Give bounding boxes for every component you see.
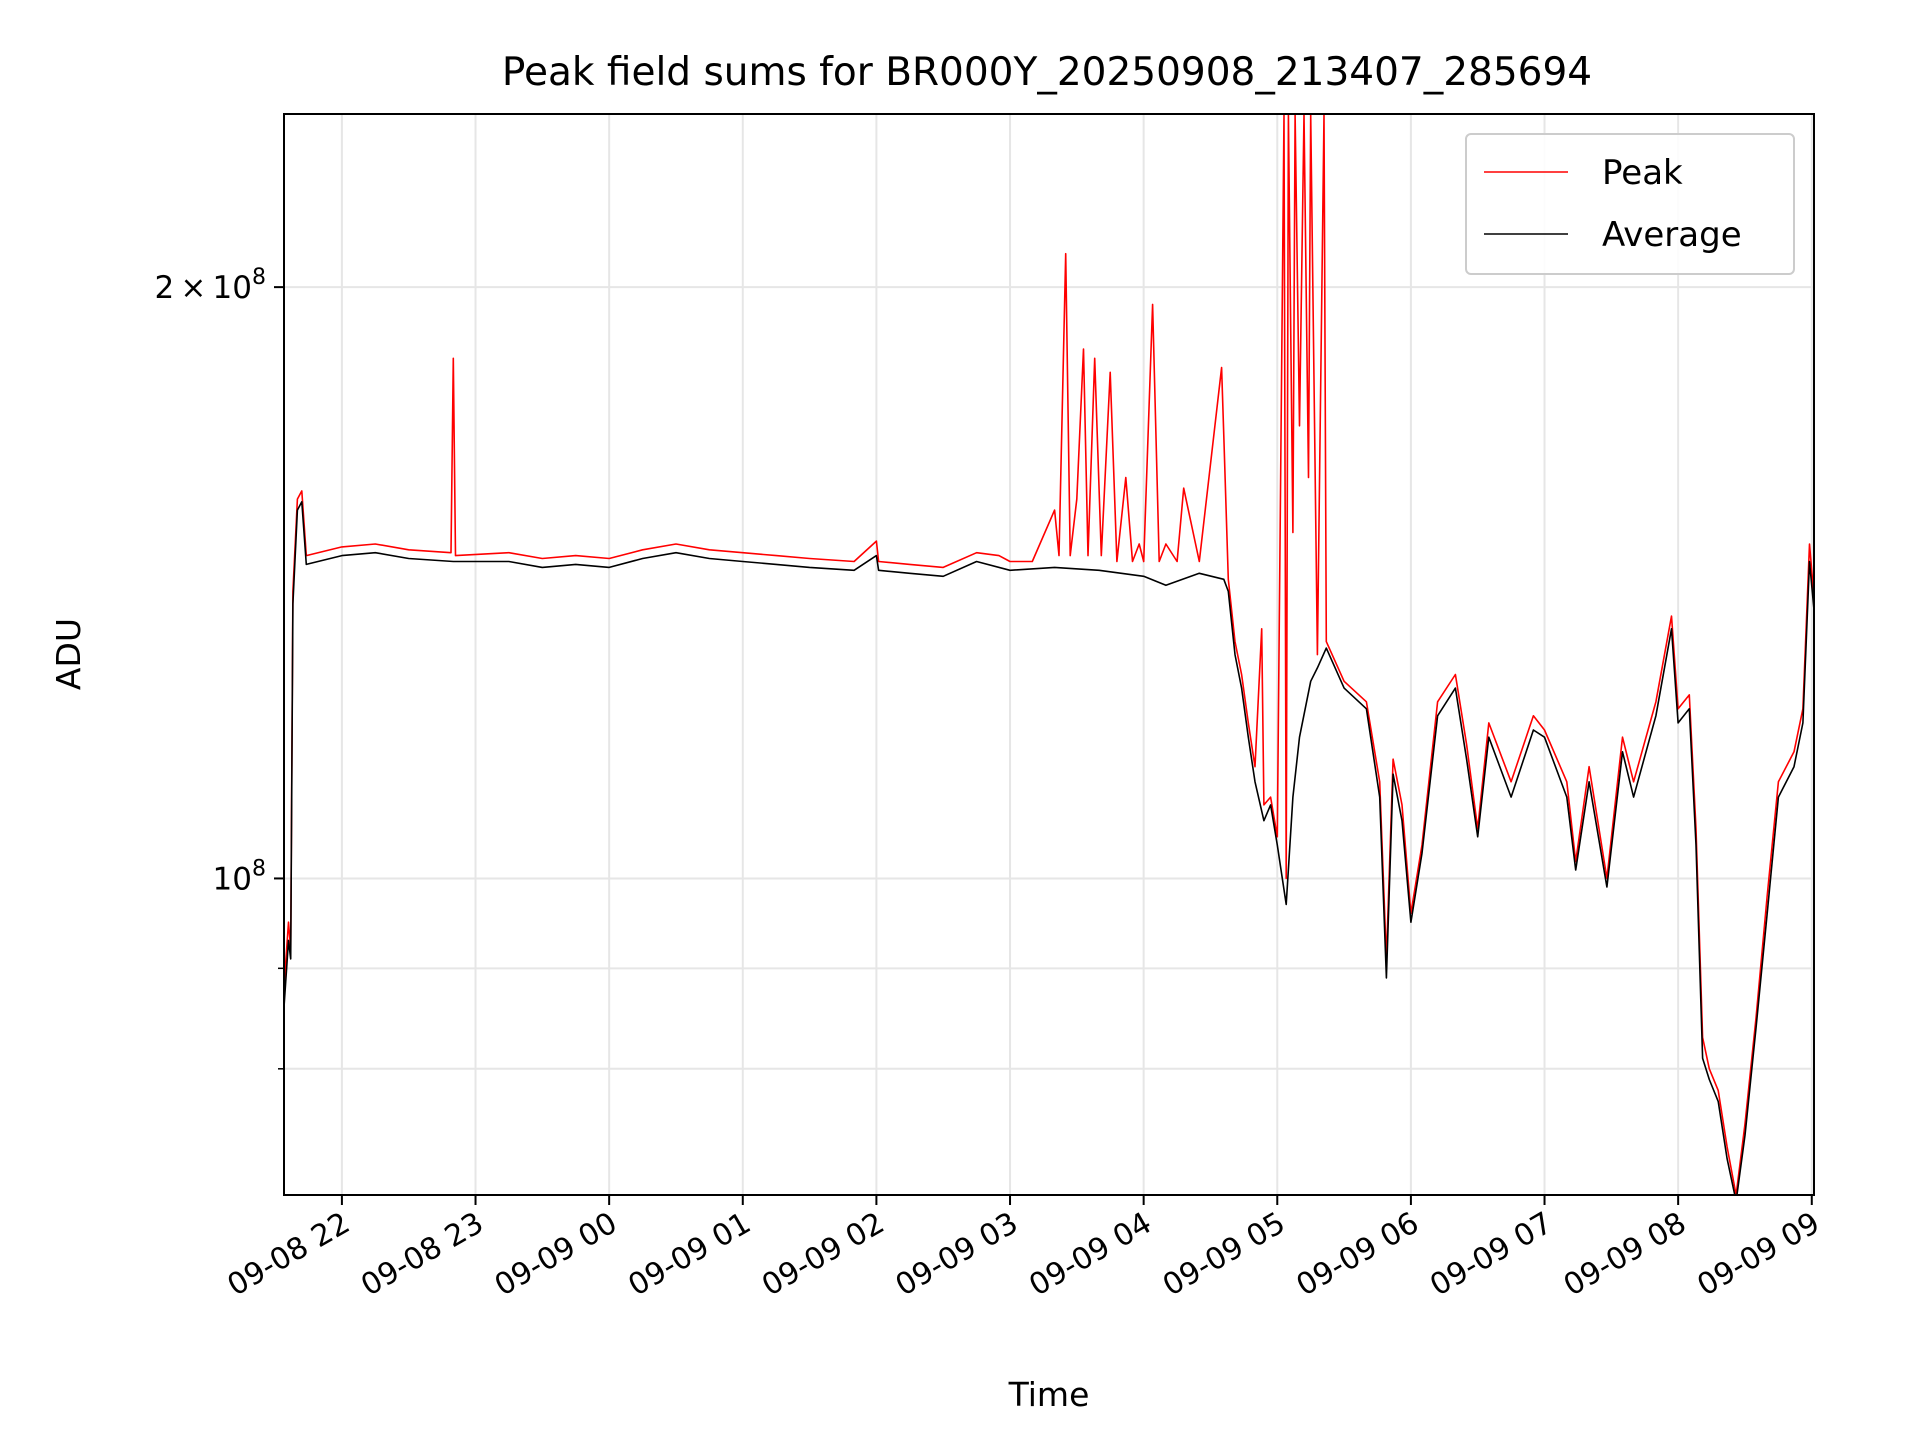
plot-area	[284, 114, 1814, 1195]
series-line-average	[284, 501, 1814, 1195]
legend: Peak Average	[1465, 133, 1795, 275]
plot-frame	[283, 113, 1815, 1196]
y-axis: 108 2 × 108	[154, 265, 284, 1070]
legend-box	[1465, 133, 1795, 275]
y-axis-label: ADU	[49, 618, 88, 690]
grid	[284, 114, 1814, 1195]
legend-average-label: Average	[1602, 215, 1742, 255]
chart-title: Peak field sums for BR000Y_20250908_2134…	[502, 50, 1592, 95]
legend-peak-label: Peak	[1602, 153, 1683, 193]
series-line-peak	[284, 114, 1814, 1195]
x-axis-label: Time	[1008, 1375, 1090, 1414]
y-tick-label: 2 × 108	[154, 265, 266, 306]
y-tick-label: 108	[213, 856, 266, 897]
